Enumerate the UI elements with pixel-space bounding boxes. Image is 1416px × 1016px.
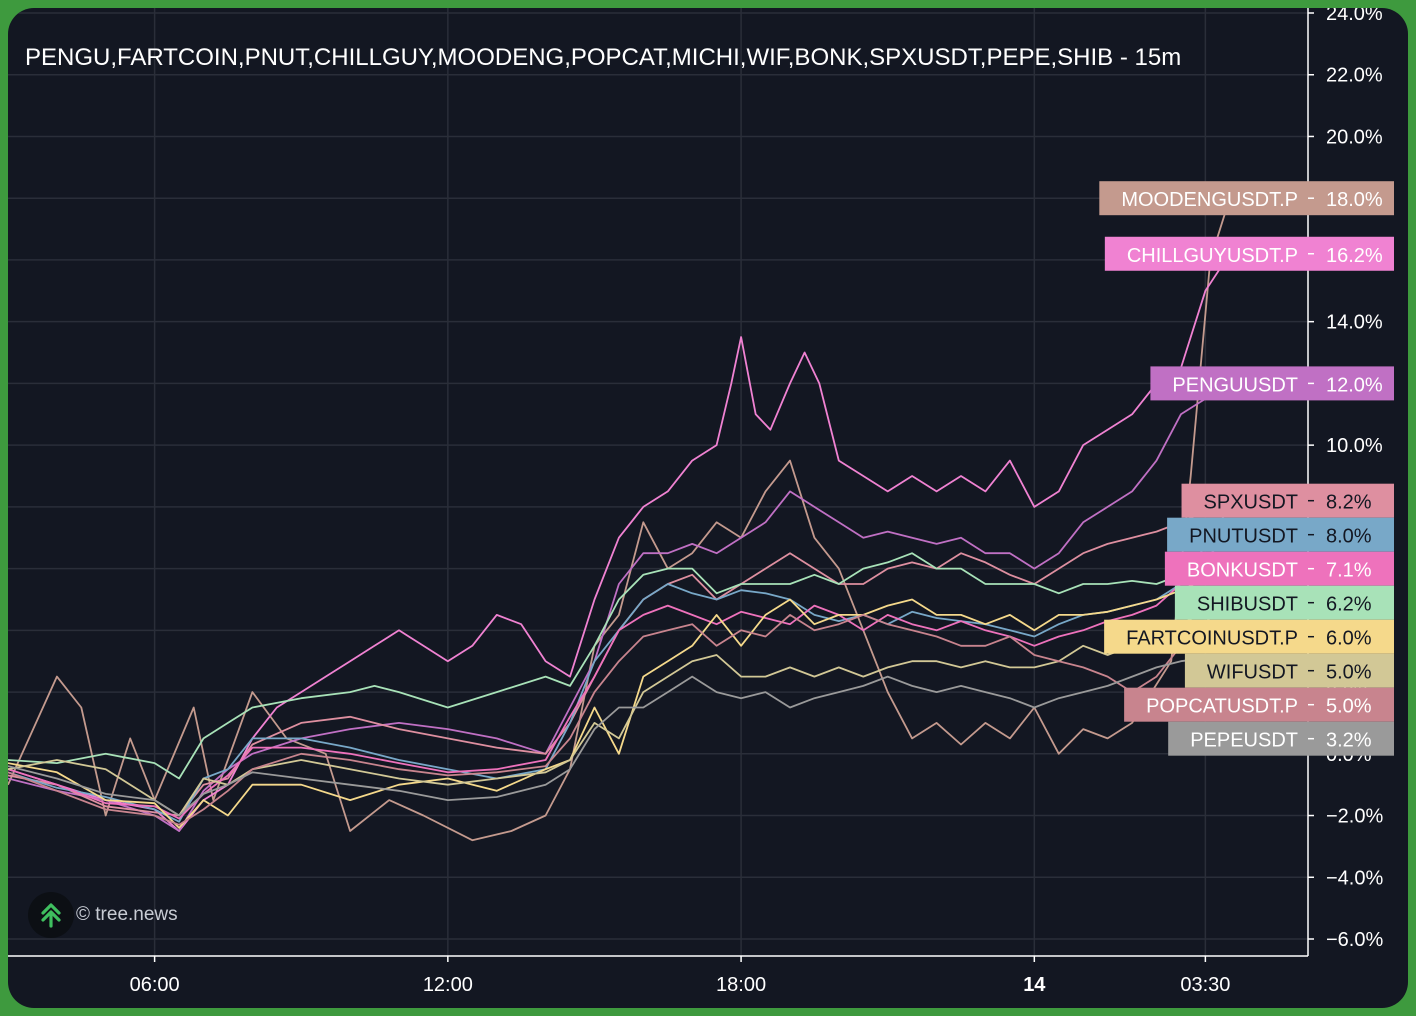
series-value-box	[1308, 366, 1394, 401]
series-name-box	[1168, 721, 1308, 756]
watermark-text: © tree.news	[76, 904, 178, 925]
y-tick-label: −6.0%	[1326, 929, 1383, 951]
series-line-wifusdt	[8, 598, 1231, 817]
series-value-label: 7.1%	[1326, 560, 1372, 582]
series-value-box	[1308, 585, 1394, 620]
series-name-label: MOODENGUSDT.P	[1121, 189, 1298, 211]
series-name-label: WIFUSDT	[1207, 662, 1298, 684]
series-name-label: PEPEUSDT	[1190, 730, 1298, 752]
x-tick-label: 03:30	[1180, 974, 1230, 996]
series-label-wifusdt: WIFUSDT 5.0%	[1184, 653, 1394, 688]
series-label-bonkusdt: BONKUSDT 7.1%	[1164, 551, 1394, 586]
y-tick-label: 14.0%	[1326, 312, 1383, 334]
series-name-box	[1174, 585, 1308, 620]
series-value-label: 5.0%	[1326, 662, 1372, 684]
series-line-chillguyusdt-p	[8, 253, 1231, 832]
series-label-pepeusdt: PEPEUSDT 3.2%	[1168, 721, 1394, 756]
y-tick-label: 20.0%	[1326, 126, 1383, 148]
series-name-box	[1164, 551, 1308, 586]
series-value-label: 5.0%	[1326, 696, 1372, 718]
series-label-penguusdt: PENGUUSDT 12.0%	[1150, 366, 1394, 401]
series-value-label: 6.2%	[1326, 594, 1372, 616]
series-name-label: POPCATUSDT.P	[1146, 696, 1298, 718]
series-line-shibusdt	[8, 552, 1231, 780]
x-tick-label: 06:00	[130, 974, 180, 996]
series-line-bonkusdt	[8, 533, 1231, 820]
series-label-shibusdt: SHIBUSDT 6.2%	[1174, 585, 1394, 620]
series-value-label: 8.2%	[1326, 492, 1372, 514]
series-label-spxusdt: SPXUSDT 8.2%	[1181, 483, 1394, 518]
series-value-box	[1308, 687, 1394, 722]
series-value-label: 3.2%	[1326, 730, 1372, 752]
series-label-moodengusdt-p: MOODENGUSDT.P 18.0%	[1099, 181, 1394, 216]
x-tick-label: 14	[1023, 974, 1046, 996]
series-name-label: PNUTUSDT	[1189, 526, 1298, 548]
series-name-box	[1167, 517, 1308, 552]
series-line-penguusdt	[8, 382, 1231, 832]
series-value-box	[1308, 517, 1394, 552]
series-value-label: 6.0%	[1326, 628, 1372, 650]
y-tick-label: 10.0%	[1326, 435, 1383, 457]
series-end-labels: MOODENGUSDT.P 18.0% CHILLGUYUSDT.P 16.2% PEN…	[1099, 181, 1394, 756]
y-tick-label: −4.0%	[1326, 867, 1383, 889]
series-line-fartcoinusdt-p	[8, 567, 1231, 829]
chart-canvas: 24.0%22.0%20.0%18.0%16.0%14.0%12.0%10.0%…	[8, 8, 1394, 996]
tree-logo-icon	[28, 892, 74, 938]
series-name-box	[1124, 687, 1308, 722]
series-name-label: CHILLGUYUSDT.P	[1127, 245, 1298, 267]
series-label-chillguyusdt-p: CHILLGUYUSDT.P 16.2%	[1104, 236, 1394, 271]
x-tick-label: 18:00	[716, 974, 766, 996]
series-label-popcatusdt-p: POPCATUSDT.P 5.0%	[1124, 687, 1394, 722]
y-tick-label: 22.0%	[1326, 65, 1383, 87]
watermark: © tree.news	[28, 892, 178, 938]
series-value-box	[1308, 483, 1394, 518]
series-name-box	[1150, 366, 1308, 401]
series-value-box	[1308, 181, 1394, 216]
series-line-pnutusdt	[8, 506, 1231, 823]
series-name-box	[1184, 653, 1308, 688]
series-lines	[8, 197, 1231, 842]
series-line-moodengusdt-p	[8, 197, 1231, 842]
x-tick-label: 12:00	[423, 974, 473, 996]
series-name-label: FARTCOINUSDT.P	[1126, 628, 1298, 650]
series-name-box	[1099, 181, 1308, 216]
y-tick-label: 24.0%	[1326, 8, 1383, 25]
series-label-pnutusdt: PNUTUSDT 8.0%	[1167, 517, 1394, 552]
series-value-label: 8.0%	[1326, 526, 1372, 548]
series-value-label: 18.0%	[1326, 189, 1383, 211]
series-name-box	[1104, 236, 1308, 271]
y-tick-label: −2.0%	[1326, 806, 1383, 828]
series-value-box	[1308, 619, 1394, 654]
series-name-label: BONKUSDT	[1187, 560, 1298, 582]
series-line-pepeusdt	[8, 654, 1230, 817]
series-name-label: SHIBUSDT	[1197, 594, 1298, 616]
series-value-box	[1308, 653, 1394, 688]
series-name-box	[1104, 619, 1308, 654]
series-value-label: 12.0%	[1326, 374, 1383, 396]
series-value-label: 16.2%	[1326, 245, 1383, 267]
series-value-box	[1308, 236, 1394, 271]
grid	[8, 8, 1308, 956]
chart-title: PENGU,FARTCOIN,PNUT,CHILLGUY,MOODENG,POP…	[25, 44, 1182, 71]
series-value-box	[1308, 551, 1394, 586]
series-name-label: SPXUSDT	[1204, 492, 1298, 514]
series-value-box	[1308, 721, 1394, 756]
chart-frame: 24.0%22.0%20.0%18.0%16.0%14.0%12.0%10.0%…	[8, 8, 1408, 1008]
series-label-fartcoinusdt-p: FARTCOINUSDT.P 6.0%	[1104, 619, 1394, 654]
series-name-box	[1181, 483, 1308, 518]
series-name-label: PENGUUSDT	[1172, 374, 1298, 396]
